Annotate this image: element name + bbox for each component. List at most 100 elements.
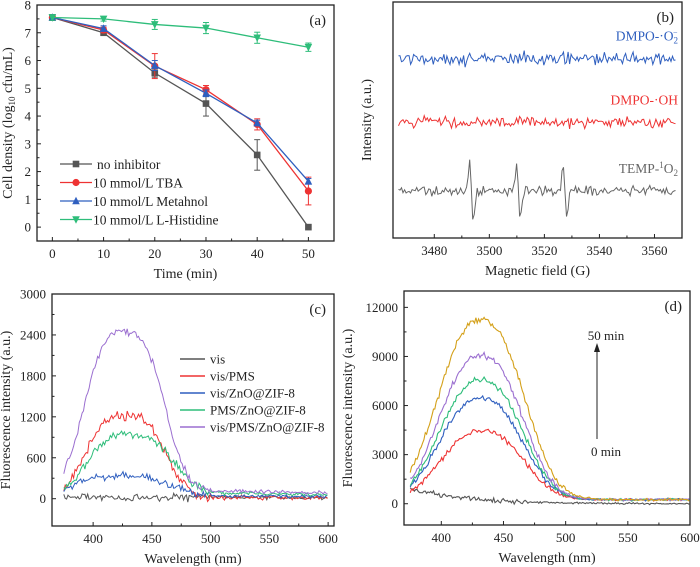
x-tick-label: 3520 bbox=[531, 243, 557, 258]
x-axis-label: Time (min) bbox=[154, 267, 218, 282]
y-axis-label: Cell density (log10 cfu/mL) bbox=[1, 47, 17, 199]
x-tick-label: 50 bbox=[302, 246, 315, 261]
annotation-bottom: 0 min bbox=[591, 444, 621, 459]
x-tick-label: 500 bbox=[556, 530, 576, 545]
y-axis-label: Fluorescence intensity (a.u.) bbox=[0, 330, 14, 489]
marker-circle bbox=[72, 178, 80, 187]
marker-triangle-up bbox=[253, 118, 261, 127]
panel-label: (c) bbox=[309, 302, 326, 318]
series-line bbox=[398, 159, 676, 220]
y-axis-label-subscript: 10 bbox=[7, 96, 17, 106]
series-label-superscript: − bbox=[673, 29, 678, 38]
plot-frame bbox=[51, 293, 335, 527]
marker-square bbox=[305, 223, 312, 231]
x-tick-label: 10 bbox=[97, 246, 110, 261]
y-tick-label: 1200 bbox=[20, 409, 46, 424]
legend-label: 10 mmol/L TBA bbox=[93, 176, 183, 191]
y-tick-label: 0 bbox=[25, 220, 32, 235]
chart-panel-d: 400 450 500 550 600030006000900012000Wavelen… bbox=[341, 290, 700, 566]
chart-panel-b: 3480 3500 3520 3540 3560 Magnetic field (G) (b… bbox=[360, 1, 683, 279]
y-tick-label: 5 bbox=[25, 81, 32, 96]
y-axis-label-part: cfu/mL) bbox=[1, 47, 16, 97]
series-line bbox=[63, 328, 328, 495]
x-tick-label: 550 bbox=[260, 531, 280, 546]
panel-label: (a) bbox=[309, 13, 326, 29]
legend-label: vis/ZnO@ZIF-8 bbox=[210, 386, 295, 401]
series-line bbox=[409, 394, 690, 502]
series-line bbox=[409, 376, 690, 502]
series-label-subscript: 2 bbox=[674, 36, 679, 46]
plot-frame bbox=[36, 4, 335, 242]
x-tick-label: 40 bbox=[251, 246, 264, 261]
series-label: DMPO-·O2− bbox=[616, 29, 678, 46]
y-tick-label: 9000 bbox=[372, 349, 398, 364]
y-tick-label: 1 bbox=[25, 192, 32, 207]
marker-square bbox=[253, 151, 261, 159]
series-10-mmol-l-l-histidine bbox=[48, 14, 313, 52]
arrow-head-icon bbox=[594, 343, 600, 352]
legend-label: 10 mmol/L L-Histidine bbox=[93, 213, 219, 228]
x-tick-label: 550 bbox=[618, 530, 638, 545]
y-tick-label: 2 bbox=[25, 164, 32, 179]
marker-circle bbox=[304, 187, 312, 195]
panel-label: (d) bbox=[665, 299, 683, 315]
marker-square bbox=[72, 160, 80, 168]
x-tick-label: 0 bbox=[49, 246, 56, 261]
series-line bbox=[398, 50, 676, 68]
chart-panel-c: 400 450 500 550 600 0 600 1200 1800 2400 3000 Wavel… bbox=[0, 287, 338, 567]
marker-triangle-down bbox=[202, 24, 210, 33]
marker-triangle-down bbox=[48, 14, 57, 22]
marker-triangle-up bbox=[202, 88, 210, 97]
x-tick-label: 450 bbox=[142, 531, 162, 546]
series-label-part: TEMP- bbox=[619, 161, 660, 176]
y-axis-label-part: Cell density (log bbox=[1, 106, 16, 199]
y-tick-label: 600 bbox=[27, 450, 47, 465]
series-10-mmol-l-metahnol bbox=[48, 13, 313, 185]
marker-triangle-up bbox=[72, 196, 80, 205]
plot-frame bbox=[403, 290, 691, 526]
y-tick-label: 0 bbox=[392, 496, 399, 511]
series-line bbox=[52, 16, 309, 48]
legend: no inhibitor 10 mmol/L TBA 10 mmol/L Metah… bbox=[60, 157, 219, 228]
series-line bbox=[398, 113, 676, 131]
x-tick-label: 3480 bbox=[421, 243, 447, 258]
legend-label: no inhibitor bbox=[97, 157, 161, 172]
y-tick-label: 7 bbox=[25, 25, 32, 40]
x-tick-label: 500 bbox=[201, 531, 221, 546]
y-tick-label: 4 bbox=[25, 109, 32, 124]
series-line bbox=[52, 16, 309, 228]
marker-square bbox=[202, 100, 210, 107]
series-line bbox=[409, 316, 690, 502]
series-label-part: DMPO-·O bbox=[616, 29, 674, 44]
marker-triangle-up bbox=[150, 61, 159, 69]
y-tick-label: 6000 bbox=[372, 398, 398, 413]
x-tick-label: 30 bbox=[199, 246, 212, 261]
panel-label: (b) bbox=[657, 10, 675, 26]
x-axis-label: Wavelength (nm) bbox=[498, 551, 596, 566]
series-line bbox=[52, 16, 309, 192]
marker-triangle-down bbox=[253, 34, 261, 43]
series-line bbox=[409, 487, 690, 506]
x-tick-label: 400 bbox=[432, 530, 452, 545]
series-label-part: O bbox=[664, 161, 674, 176]
legend-label: vis bbox=[210, 352, 225, 367]
x-tick-label: 3560 bbox=[641, 243, 667, 258]
y-tick-label: 3 bbox=[25, 136, 32, 151]
marker-triangle-up bbox=[99, 24, 108, 32]
legend-label: PMS/ZnO@ZIF-8 bbox=[210, 403, 306, 418]
marker-triangle-down bbox=[304, 43, 313, 52]
series-line bbox=[63, 410, 328, 503]
x-tick-label: 450 bbox=[494, 530, 514, 545]
x-axis-label: Wavelength (nm) bbox=[144, 552, 242, 567]
series-label-subscript: 2 bbox=[674, 168, 679, 178]
marker-triangle-down bbox=[150, 21, 159, 29]
x-tick-label: 600 bbox=[680, 530, 700, 545]
legend-label: vis/PMS/ZnO@ZIF-8 bbox=[210, 420, 325, 435]
series-line bbox=[410, 351, 690, 503]
y-tick-label: 2400 bbox=[20, 327, 46, 342]
series-line bbox=[52, 16, 309, 182]
x-tick-label: 3540 bbox=[586, 243, 612, 258]
y-tick-label: 0 bbox=[40, 491, 47, 506]
marker-triangle-down bbox=[99, 15, 108, 24]
